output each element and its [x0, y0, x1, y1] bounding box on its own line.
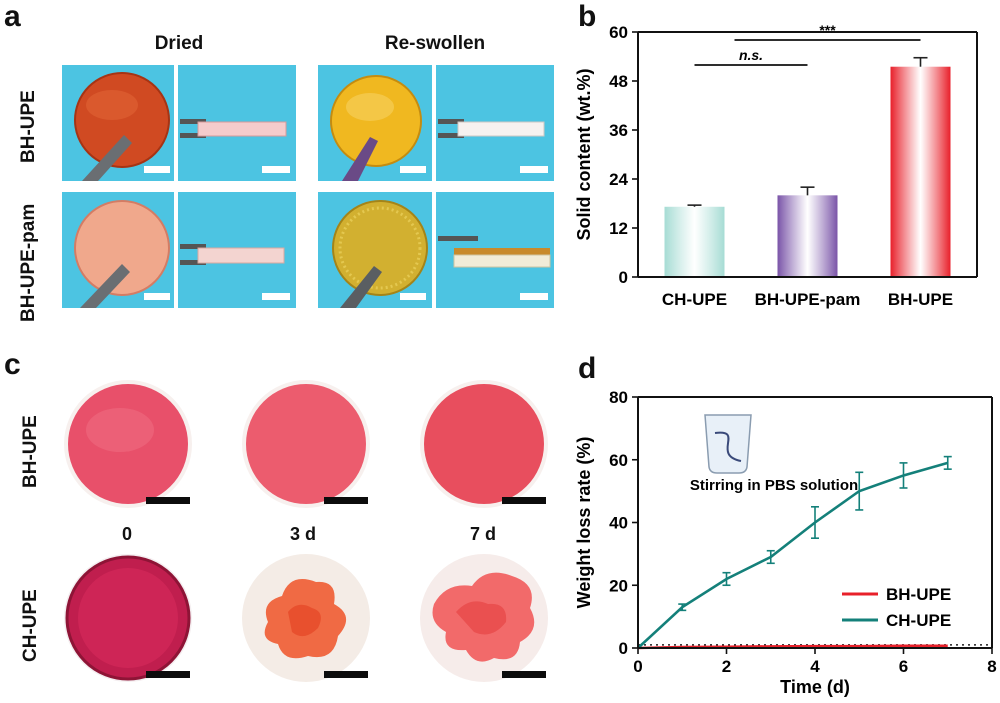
y-tick-label: 0: [619, 639, 628, 658]
y-tick-label: 0: [619, 268, 628, 287]
dish-bh-upe-day-3: [238, 378, 374, 512]
scale-bar: [520, 293, 548, 300]
scale-bar: [520, 166, 548, 173]
photo-bh-upe-pam-reswollen-disc: [318, 192, 432, 308]
row-label-bh-upe: BH-UPE: [18, 90, 39, 163]
y-tick-label: 12: [609, 219, 628, 238]
series-line-ch-upe: [637, 461, 949, 649]
y-tick-label: 80: [609, 388, 628, 407]
weight-loss-line-chart: 0 20 40 60 80 0 2 4 6 8 Time (d) Weight loss rate (…: [574, 388, 997, 697]
dish-ch-upe-day-0: [60, 552, 196, 686]
photo-bh-upe-reswollen-disc: [318, 65, 432, 181]
significance-label: n.s.: [739, 47, 763, 63]
x-tick-label: 0: [633, 657, 642, 676]
y-axis-label: Solid content (wt.%): [574, 69, 594, 241]
y-tick-label: 36: [609, 121, 628, 140]
disc-illustration: [330, 75, 422, 181]
hydrogel-dish-illustration: [242, 554, 370, 682]
hydrogel-dish-illustration: [64, 554, 192, 682]
scale-bar: [502, 497, 546, 504]
scale-bar: [400, 293, 426, 300]
solid-content-bar-chart: CH-UPE BH-UPE-pam BH-UPE n.s. *** 0 12 24 36 48 60…: [574, 22, 978, 309]
photo-bh-upe-pam-reswollen-side: [436, 192, 554, 308]
scale-bar: [400, 166, 426, 173]
hydrogel-dish-illustration: [64, 380, 192, 508]
panel-label-b: b: [578, 0, 597, 33]
x-tick-label: 4: [810, 657, 820, 676]
photo-bh-upe-pam-dried-disc: [62, 192, 174, 308]
panel-label-c: c: [4, 348, 21, 381]
side-view-illustration: [180, 119, 287, 138]
dish-ch-upe-day-3: [238, 552, 374, 686]
legend-label: BH-UPE: [886, 585, 951, 604]
x-tick-label: 6: [899, 657, 908, 676]
scale-bar: [262, 293, 290, 300]
scale-bar: [146, 497, 190, 504]
disc-illustration: [74, 72, 170, 181]
x-tick-label: 2: [722, 657, 731, 676]
scale-bar: [144, 166, 170, 173]
bar-ch-upe: [664, 206, 725, 277]
dish-bh-upe-day-7: [416, 378, 552, 512]
y-tick-label: 24: [609, 170, 628, 189]
x-tick-label: BH-UPE: [888, 290, 953, 309]
bar-bh-upe: [890, 66, 951, 277]
side-view-illustration: [180, 244, 285, 265]
x-tick-label: CH-UPE: [662, 290, 727, 309]
x-tick-label: BH-UPE-pam: [755, 290, 861, 309]
scale-bar: [324, 671, 368, 678]
scale-bar: [324, 497, 368, 504]
scale-bar: [144, 293, 170, 300]
hydrogel-dish-illustration: [420, 380, 548, 508]
legend-label: CH-UPE: [886, 611, 951, 630]
significance-label: ***: [819, 22, 836, 38]
bar-bh-upe-pam: [777, 195, 838, 277]
dish-ch-upe-day-7: [416, 552, 552, 686]
photo-bh-upe-reswollen-side: [436, 65, 554, 181]
dish-bh-upe-day-0: [60, 378, 196, 512]
hydrogel-dish-illustration: [420, 554, 548, 682]
time-label-7d: 7 d: [469, 524, 496, 544]
panel-label-d: d: [578, 352, 597, 385]
photo-bh-upe-dried-side: [178, 65, 296, 181]
stirring-arrow-icon: [714, 431, 742, 462]
time-label-3d: 3 d: [289, 524, 316, 544]
y-axis-label: Weight loss rate (%): [574, 437, 594, 609]
row-label-bh-upe: BH-UPE: [20, 415, 41, 488]
y-tick-label: 40: [609, 514, 628, 533]
y-tick-label: 60: [609, 451, 628, 470]
photo-bh-upe-pam-dried-side: [178, 192, 296, 308]
scale-bar: [502, 671, 546, 678]
annotation-text: Stirring in PBS solution: [690, 477, 858, 494]
side-view-illustration: [438, 236, 551, 268]
scale-bar: [146, 671, 190, 678]
disc-illustration: [74, 200, 170, 308]
column-header-dried: Dried: [154, 33, 204, 54]
photo-bh-upe-dried-disc: [62, 65, 174, 181]
scale-bar: [262, 166, 290, 173]
column-header-reswollen: Re-swollen: [384, 33, 486, 54]
x-axis-label: Time (d): [780, 677, 850, 697]
y-tick-label: 20: [609, 576, 628, 595]
disc-illustration: [332, 200, 428, 308]
x-tick-label: 8: [987, 657, 996, 676]
panel-label-a: a: [4, 0, 21, 33]
y-tick-label: 60: [609, 23, 628, 42]
side-view-illustration: [438, 119, 545, 138]
row-label-bh-upe-pam: BH-UPE-pam: [18, 203, 39, 322]
time-label-0: 0: [121, 524, 132, 544]
hydrogel-dish-illustration: [242, 380, 370, 508]
row-label-ch-upe: CH-UPE: [20, 589, 41, 662]
y-tick-label: 48: [609, 72, 628, 91]
